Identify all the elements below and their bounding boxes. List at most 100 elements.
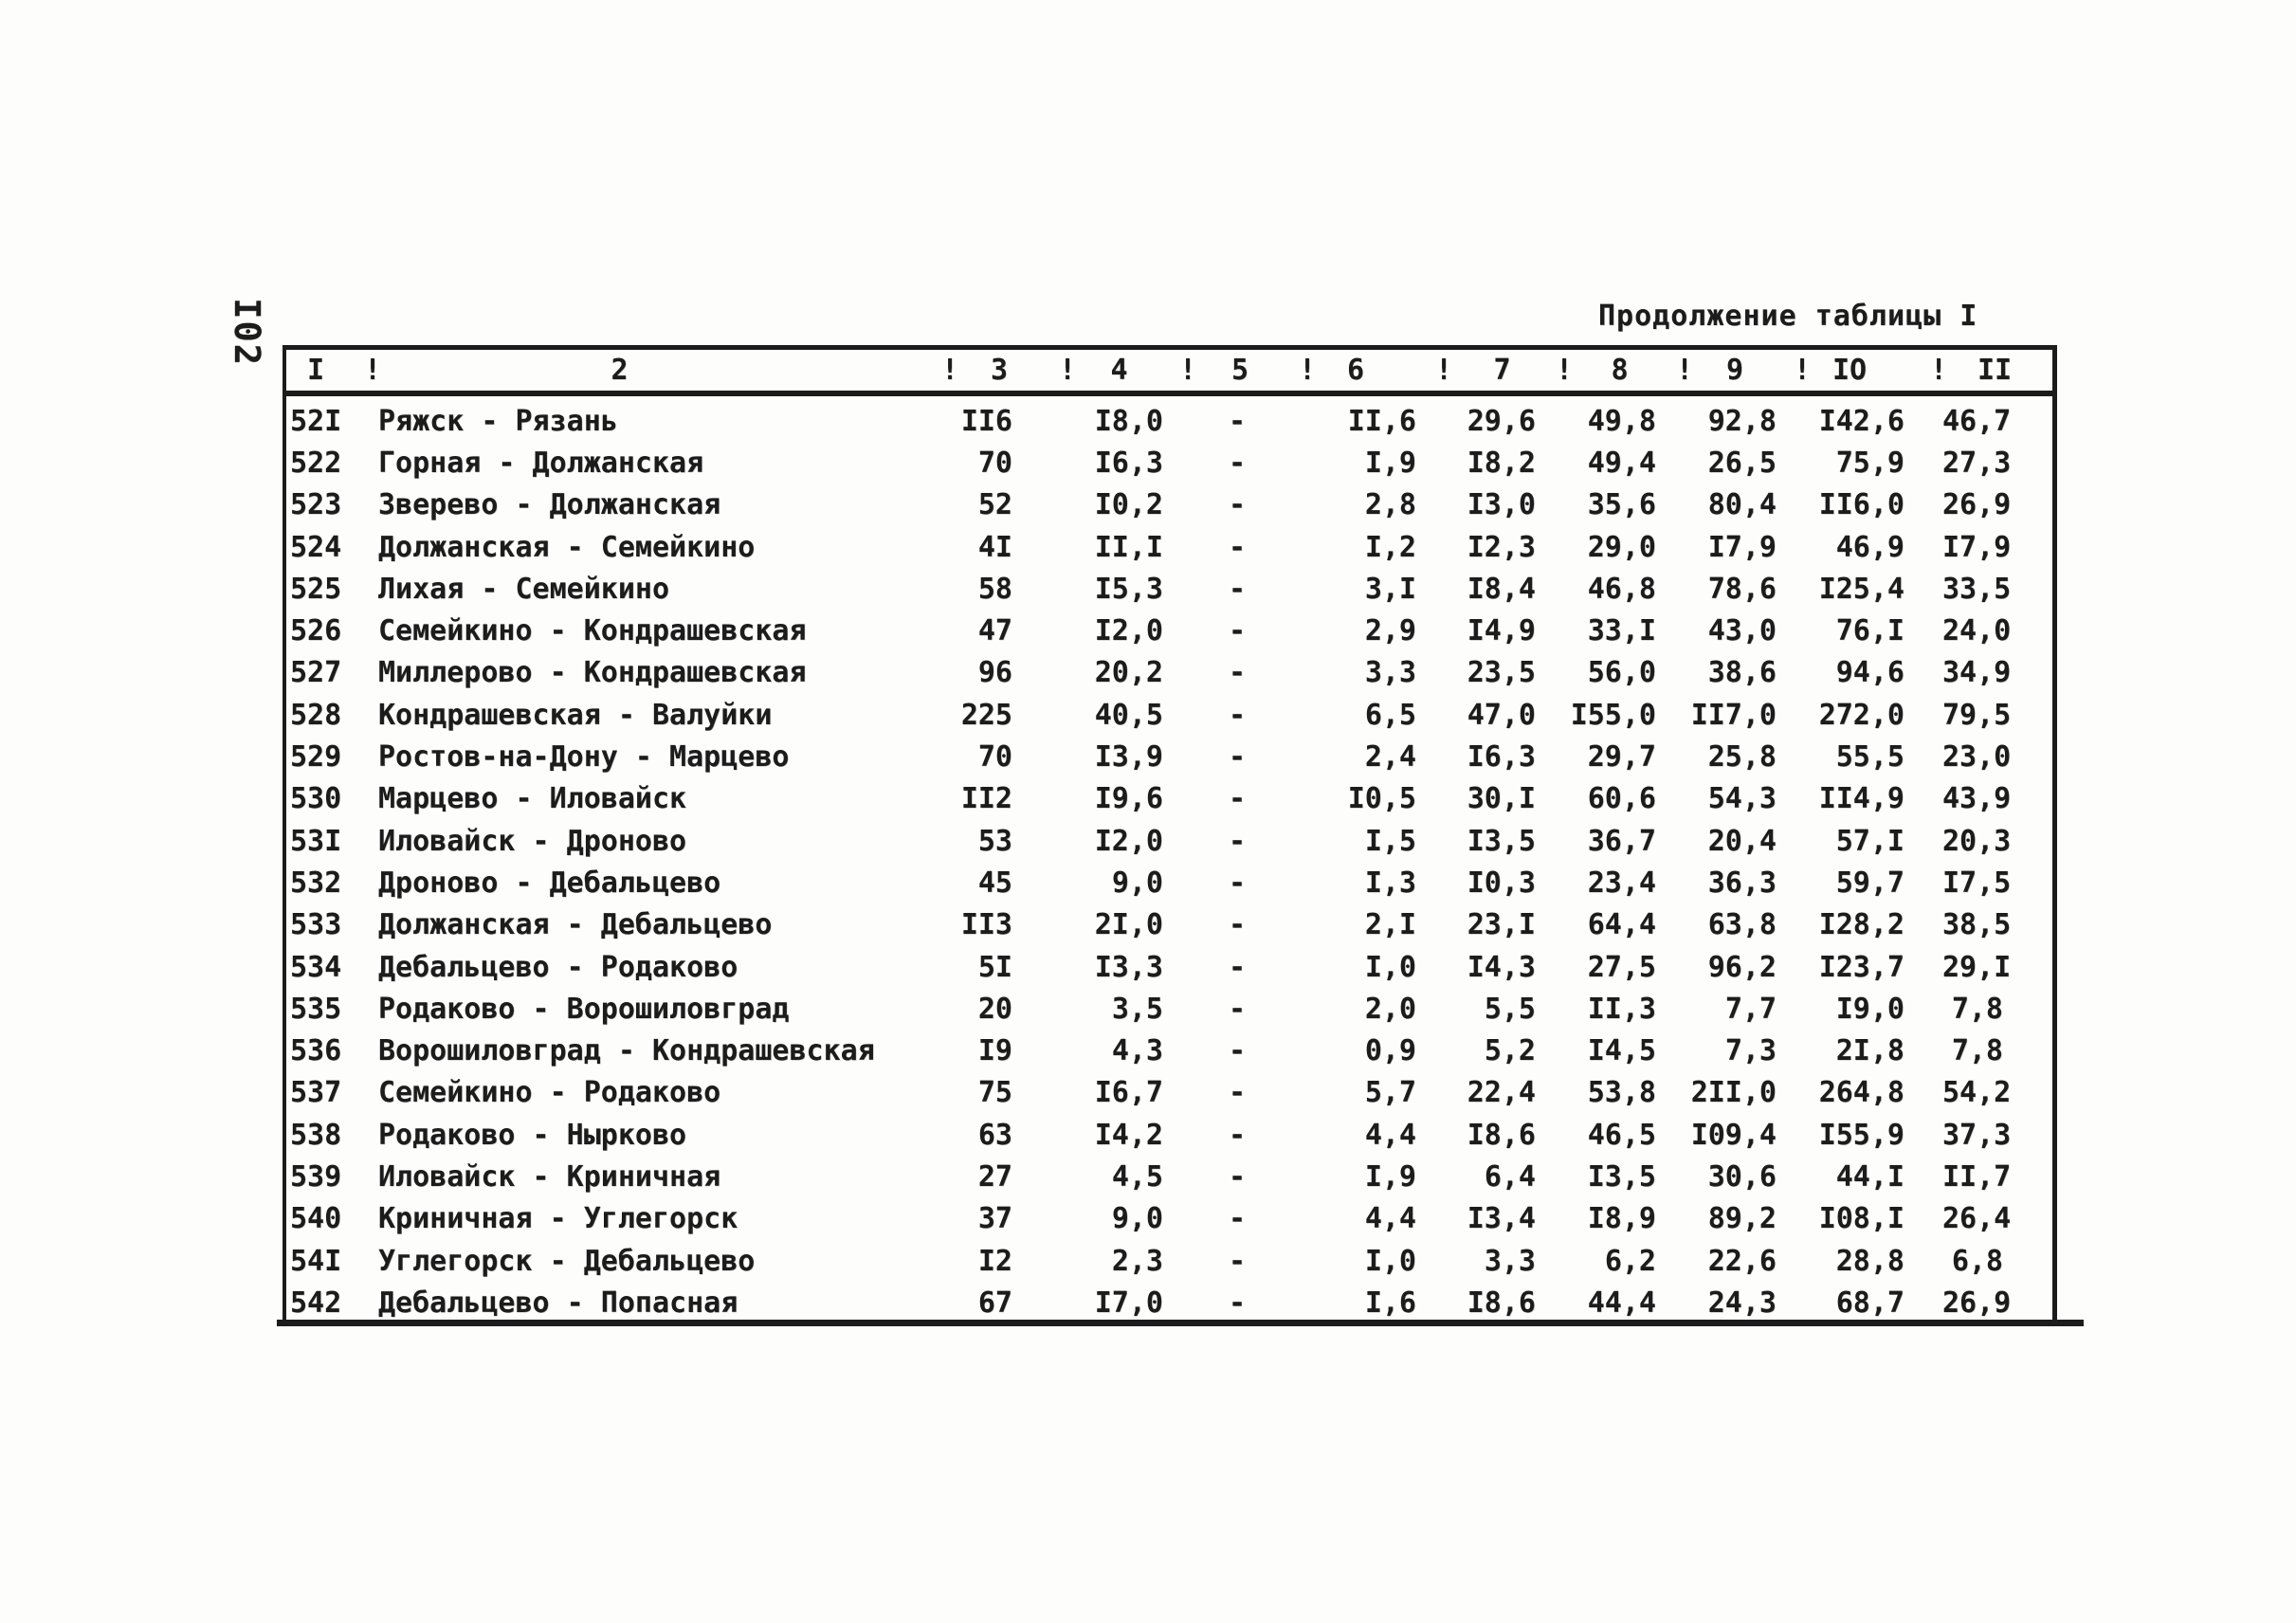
col9-value-cell: 22,6: [1707, 1244, 1777, 1278]
page-number-text: I02: [226, 297, 267, 367]
header-col-label: 8: [1611, 354, 1629, 387]
col4-value-cell: I5,3: [1094, 572, 1163, 606]
data-table: I 2 3 4 5 6 7 8 9 IO II!!!!!!!!!! 52I Ряжск - Ряза…: [282, 345, 2057, 1320]
row-number-cell: 523: [290, 488, 342, 522]
col5-value-cell: -: [1228, 1244, 1247, 1278]
table-row: 539 Иловайск - Криничная 27 4,5 - I,9 6,…: [286, 1156, 2052, 1197]
col7-value-cell: 29,6: [1467, 404, 1536, 438]
col10-value-cell: 272,0: [1818, 698, 1904, 732]
col10-value-cell: I08,I: [1818, 1202, 1904, 1236]
col3-value-cell: 20: [977, 992, 1012, 1026]
col3-value-cell: 5I: [977, 950, 1012, 984]
col6-value-cell: 0,9: [1364, 1034, 1416, 1068]
col9-value-cell: 24,3: [1707, 1286, 1777, 1320]
table-row: 532 Дроново - Дебальцево 45 9,0 - I,3 I0…: [286, 862, 2052, 903]
col9-value-cell: 43,0: [1707, 614, 1777, 648]
col11-value-cell: 26,9: [1942, 488, 2012, 522]
header-col-label: I: [307, 354, 325, 387]
col10-value-cell: 57,I: [1835, 824, 1904, 858]
row-number-cell: 52I: [290, 404, 342, 438]
col10-value-cell: I9,0: [1835, 992, 1904, 1026]
row-number-cell: 540: [290, 1202, 342, 1236]
col11-value-cell: 43,9: [1942, 782, 2012, 816]
col10-value-cell: 2I,8: [1835, 1034, 1904, 1068]
col11-value-cell: 27,3: [1942, 446, 2012, 480]
table-row: 528 Кондрашевская - Валуйки 225 40,5 - 6…: [286, 694, 2052, 736]
route-name-cell: Иловайск - Криничная: [378, 1159, 721, 1194]
col8-value-cell: 29,0: [1587, 530, 1656, 564]
header-col-label: 7: [1493, 354, 1511, 387]
col3-value-cell: I9: [977, 1034, 1012, 1068]
col8-value-cell: I55,0: [1570, 698, 1656, 732]
col10-value-cell: 68,7: [1835, 1286, 1904, 1320]
route-name-cell: Должанская - Семейкино: [378, 530, 756, 564]
col5-value-cell: -: [1228, 1202, 1247, 1236]
table-row: 526 Семейкино - Кондрашевская 47 I2,0 - …: [286, 610, 2052, 651]
col6-value-cell: I,9: [1364, 446, 1416, 480]
col6-value-cell: 4,4: [1364, 1118, 1416, 1152]
col3-value-cell: 70: [977, 446, 1012, 480]
col7-value-cell: 6,4: [1484, 1159, 1536, 1194]
row-number-cell: 534: [290, 950, 342, 984]
col10-value-cell: 59,7: [1835, 866, 1904, 900]
route-name-cell: Кондрашевская - Валуйки: [378, 698, 773, 732]
col3-value-cell: 47: [977, 614, 1012, 648]
col3-value-cell: 58: [977, 572, 1012, 606]
col10-value-cell: I55,9: [1818, 1118, 1904, 1152]
route-name-cell: Зверево - Должанская: [378, 488, 721, 522]
col8-value-cell: 46,8: [1587, 572, 1656, 606]
col5-value-cell: -: [1228, 866, 1247, 900]
col7-value-cell: I8,6: [1467, 1286, 1536, 1320]
table-row: 533 Должанская - Дебальцево II3 2I,0 - 2…: [286, 904, 2052, 946]
col9-value-cell: 89,2: [1707, 1202, 1777, 1236]
col9-value-cell: 63,8: [1707, 908, 1777, 942]
route-name-cell: Марцево - Иловайск: [378, 782, 687, 816]
col8-value-cell: 53,8: [1587, 1076, 1656, 1110]
col5-value-cell: -: [1228, 1076, 1247, 1110]
row-number-cell: 528: [290, 698, 342, 732]
col4-value-cell: I3,9: [1094, 740, 1163, 775]
table-row: 529 Ростов-на-Дону - Марцево 70 I3,9 - 2…: [286, 736, 2052, 777]
route-name-cell: Дебальцево - Родаково: [378, 950, 738, 984]
row-number-cell: 524: [290, 530, 342, 564]
col3-value-cell: 4I: [977, 530, 1012, 564]
col7-value-cell: 47,0: [1467, 698, 1536, 732]
route-name-cell: Дебальцево - Попасная: [378, 1286, 738, 1320]
row-number-cell: 542: [290, 1286, 342, 1320]
col7-value-cell: 5,5: [1484, 992, 1536, 1026]
col6-value-cell: 2,0: [1364, 992, 1416, 1026]
col6-value-cell: 3,3: [1364, 656, 1416, 690]
col5-value-cell: -: [1228, 530, 1247, 564]
col10-value-cell: 44,I: [1835, 1159, 1904, 1194]
col4-value-cell: I6,7: [1094, 1076, 1163, 1110]
row-number-cell: 527: [290, 656, 342, 690]
col6-value-cell: I,3: [1364, 866, 1416, 900]
col4-value-cell: I0,2: [1094, 488, 1163, 522]
route-name-cell: Лихая - Семейкино: [378, 572, 670, 606]
col9-value-cell: 7,7: [1724, 992, 1777, 1026]
row-number-cell: 53I: [290, 824, 342, 858]
route-name-cell: Углегорск - Дебальцево: [378, 1244, 756, 1278]
route-name-cell: Ряжск - Рязань: [378, 404, 618, 438]
header-col-label: 6: [1346, 354, 1365, 387]
col6-value-cell: I,0: [1364, 950, 1416, 984]
col10-value-cell: 264,8: [1818, 1076, 1904, 1110]
header-col-label: 5: [1230, 354, 1249, 387]
route-name-cell: Ворошиловград - Кондрашевская: [378, 1034, 875, 1068]
col9-value-cell: 80,4: [1707, 488, 1777, 522]
col6-value-cell: I0,5: [1347, 782, 1416, 816]
col11-value-cell: 33,5: [1942, 572, 2012, 606]
col9-value-cell: 26,5: [1707, 446, 1777, 480]
col5-value-cell: -: [1228, 656, 1247, 690]
row-number-cell: 525: [290, 572, 342, 606]
row-number-cell: 538: [290, 1118, 342, 1152]
col3-value-cell: 63: [977, 1118, 1012, 1152]
col7-value-cell: I3,4: [1467, 1202, 1536, 1236]
col8-value-cell: I4,5: [1587, 1034, 1656, 1068]
col3-value-cell: II3: [960, 908, 1012, 942]
header-col-label: 9: [1725, 354, 1744, 387]
col8-value-cell: 44,4: [1587, 1286, 1656, 1320]
col7-value-cell: 22,4: [1467, 1076, 1536, 1110]
header-separator-glyph: !: [1794, 354, 1812, 387]
col10-value-cell: 94,6: [1835, 656, 1904, 690]
